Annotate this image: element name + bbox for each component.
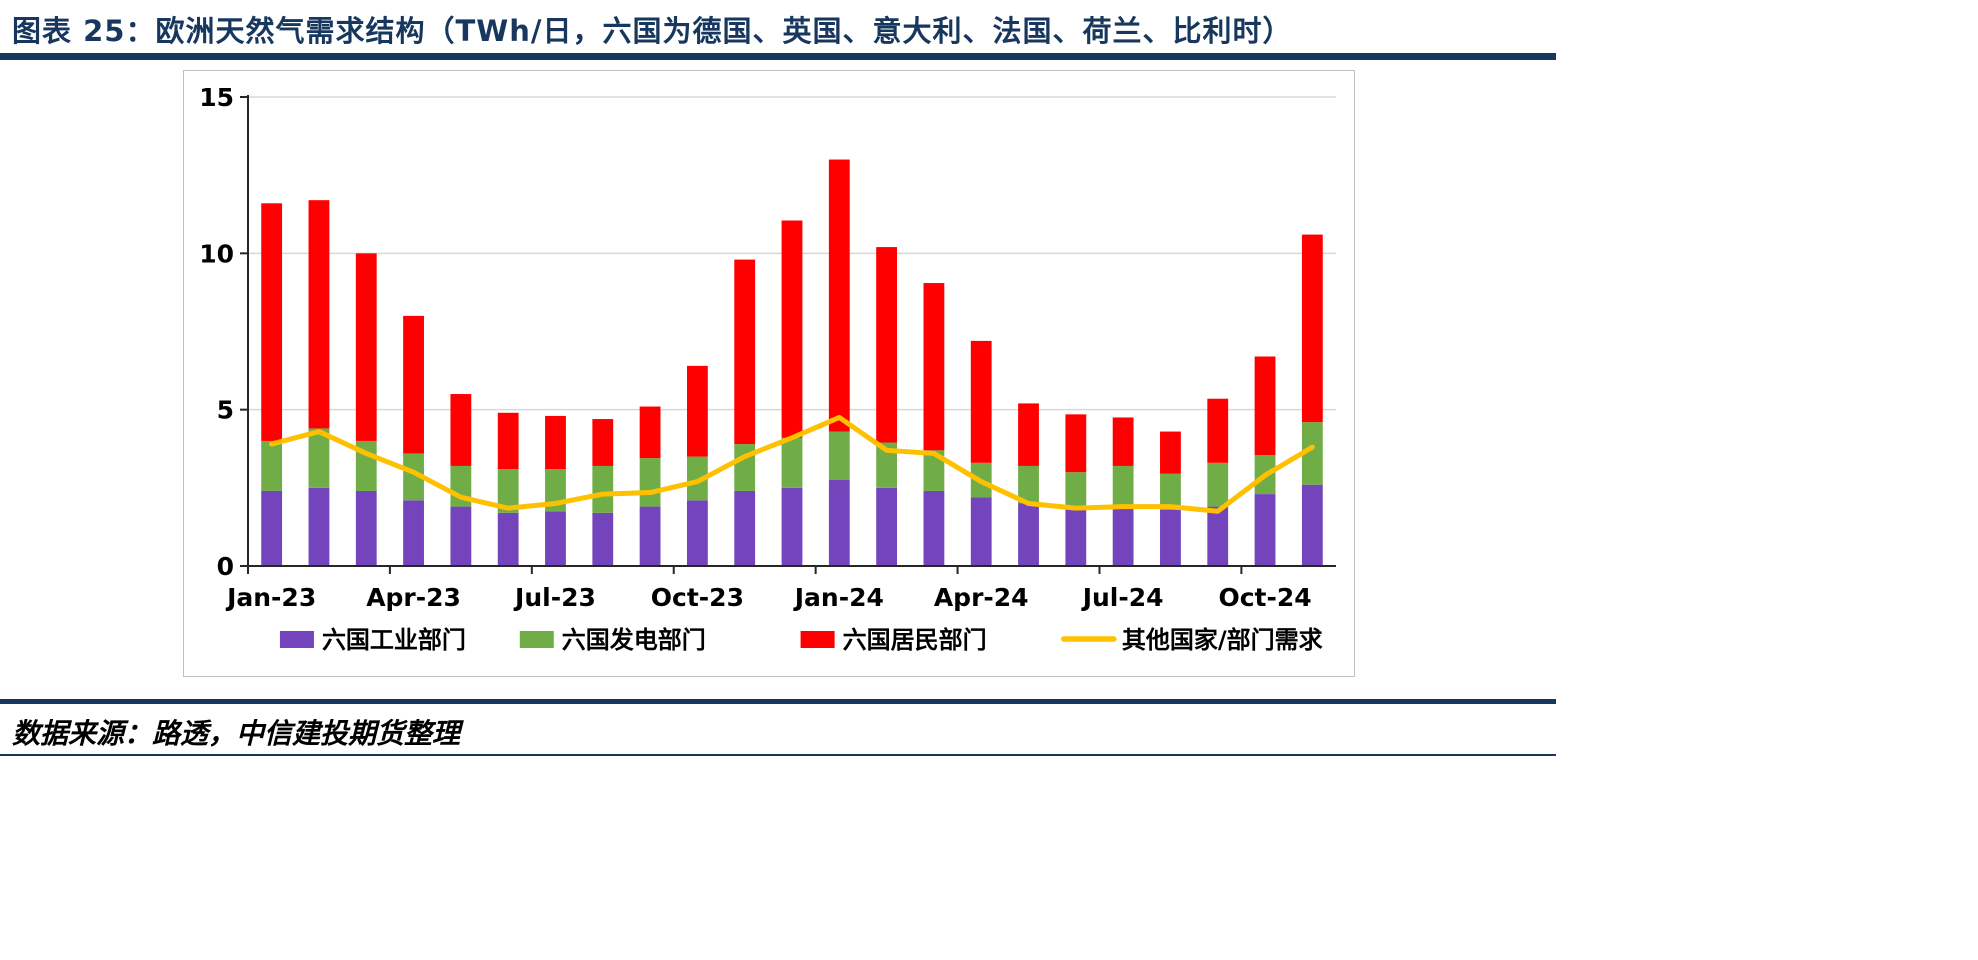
bar-segment [923, 450, 945, 491]
legend-label: 六国居民部门 [843, 626, 987, 654]
bar-segment [308, 428, 330, 488]
y-axis-label: 10 [199, 239, 234, 268]
bar-segment [1065, 414, 1087, 473]
bar-segment [1018, 465, 1039, 504]
bar-segment [923, 283, 945, 451]
legend-label: 其他国家/部门需求 [1122, 626, 1323, 654]
bar-segment [639, 458, 661, 507]
bar-segment [1207, 506, 1229, 566]
gas-demand-chart: 0 5 10 15 Jan-23 Apr-23 Jul-23 Oct-23 Jan-24 Apr-… [199, 83, 1336, 654]
bar-segment [1112, 508, 1134, 566]
bar-segment [1160, 509, 1181, 566]
x-axis-label: Jul-24 [1081, 583, 1164, 612]
bar-segment [1301, 234, 1323, 423]
bar-segment [876, 247, 898, 443]
bar-segment [592, 512, 614, 566]
legend-item: 六国居民部门 [800, 626, 987, 654]
bar-segment [450, 394, 472, 466]
legend-label: 六国工业部门 [322, 626, 466, 654]
bar-segment [1160, 431, 1181, 474]
legend-swatch [279, 631, 314, 648]
bar-segment [639, 506, 661, 566]
chart-divider [0, 699, 1556, 704]
bar-segment [923, 490, 945, 566]
bar-segment [261, 203, 283, 441]
legend-item: 六国工业部门 [279, 626, 466, 654]
bar-segment [1065, 506, 1087, 566]
bar-segment [686, 500, 708, 566]
bar-segment [355, 253, 377, 441]
x-axis-label: Jul-23 [513, 583, 596, 612]
bar-segment [828, 159, 850, 432]
bar-segment [1065, 472, 1087, 507]
footer-divider [0, 754, 1556, 756]
bar-segment [261, 490, 283, 566]
bar-segment [781, 487, 803, 566]
bar-segment [403, 315, 424, 454]
bar-segment [545, 415, 566, 470]
bar-segment [497, 512, 519, 566]
bar-segment [308, 487, 330, 566]
bar-segment [734, 490, 756, 566]
bar-segment [403, 500, 424, 566]
y-axis-label: 0 [217, 552, 234, 581]
bar-segment [876, 442, 898, 488]
bar-segment [734, 259, 756, 445]
bar-segment [403, 453, 424, 501]
bar-segment [781, 220, 803, 438]
bar-segment [261, 440, 283, 491]
y-axis-label: 5 [217, 396, 234, 425]
bar-segment [686, 365, 708, 457]
bar-segment [639, 406, 661, 459]
bar-segment [1254, 356, 1276, 456]
bar-series-group [261, 159, 1323, 566]
bar-segment [450, 506, 472, 566]
bar-segment [355, 490, 377, 566]
legend-swatch [800, 631, 835, 648]
y-axis-label: 15 [199, 83, 234, 112]
bar-segment [497, 412, 519, 470]
x-axis-label: Jan-24 [793, 583, 884, 612]
bar-segment [876, 487, 898, 566]
x-axis-label: Oct-24 [1218, 583, 1311, 612]
bar-segment [592, 465, 614, 513]
title-divider [0, 53, 1556, 60]
bar-segment [1018, 503, 1039, 566]
x-axis-label: Oct-23 [651, 583, 744, 612]
bar-segment [1018, 403, 1039, 466]
legend-label: 六国发电部门 [562, 626, 706, 654]
bar-segment [828, 431, 850, 481]
bar-segment [592, 419, 614, 466]
bar-segment [1301, 422, 1323, 485]
source-note: 数据来源：路透，中信建投期货整理 [12, 717, 461, 750]
bar-segment [1301, 484, 1323, 566]
bar-segment [970, 497, 992, 566]
bar-segment [1160, 473, 1181, 510]
other-demand-line [269, 414, 1315, 514]
legend-swatch [519, 631, 554, 648]
x-axis-label: Apr-23 [366, 583, 461, 612]
bar-segment [497, 469, 519, 513]
bar-segment [1207, 398, 1229, 463]
bar-segment [1112, 417, 1134, 466]
x-axis-label: Apr-24 [934, 583, 1029, 612]
bar-segment [1112, 465, 1134, 509]
bar-segment [828, 480, 850, 566]
bar-segment [1254, 494, 1276, 566]
chart-panel: 0 5 10 15 Jan-23 Apr-23 Jul-23 Oct-23 Jan-24 Apr-… [183, 70, 1355, 677]
bar-segment [686, 456, 708, 501]
bar-segment [545, 511, 566, 566]
bar-segment [308, 200, 330, 429]
bar-segment [1207, 462, 1229, 507]
x-axis-label: Jan-23 [225, 583, 316, 612]
legend-item: 其他国家/部门需求 [1061, 626, 1323, 654]
bar-segment [781, 437, 803, 488]
legend-item: 六国发电部门 [519, 626, 706, 654]
page-title: 图表 25：欧洲天然气需求结构（TWh/日，六国为德国、英国、意大利、法国、荷兰… [12, 14, 1293, 48]
bar-segment [970, 340, 992, 463]
